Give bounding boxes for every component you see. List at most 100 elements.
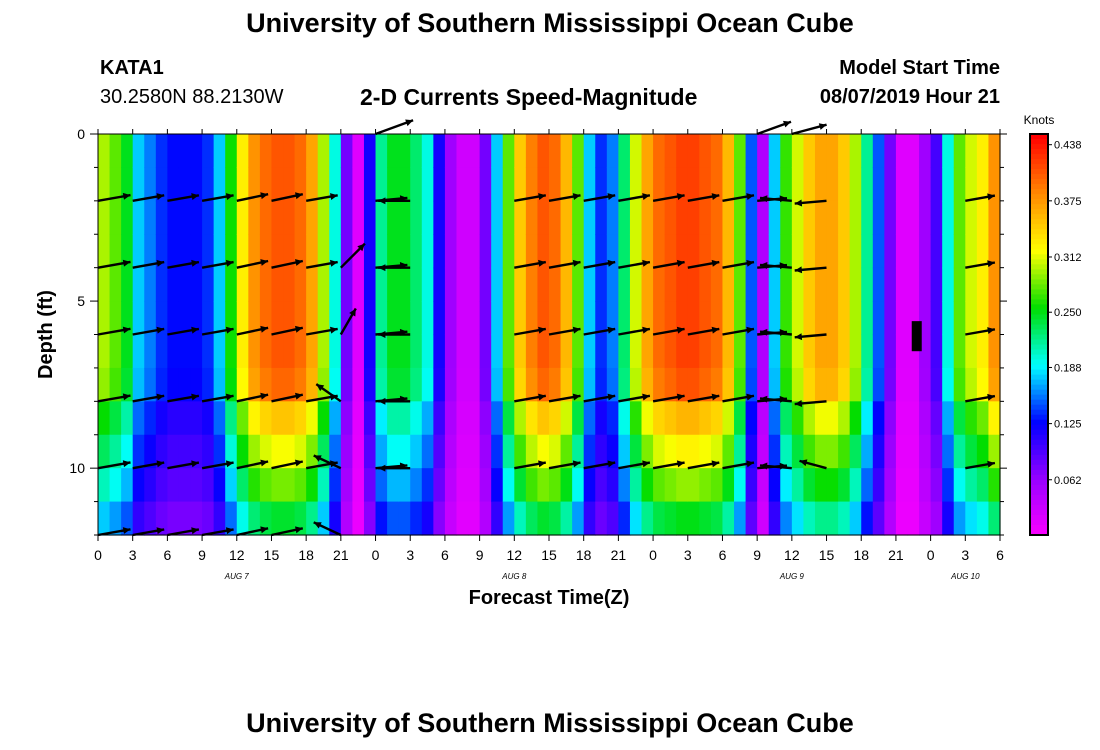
- heatmap-cell: [572, 301, 585, 336]
- heatmap-cell: [595, 167, 608, 202]
- heatmap-cell: [98, 267, 111, 302]
- heatmap-cell: [387, 301, 400, 336]
- heatmap-cell: [664, 468, 677, 503]
- heatmap-cell: [872, 334, 885, 369]
- heatmap-cell: [953, 134, 966, 169]
- heatmap-cell: [456, 200, 469, 235]
- current-vector: [759, 395, 792, 403]
- heatmap-cell: [283, 501, 296, 536]
- current-vector: [687, 259, 720, 269]
- current-vector: [132, 393, 165, 403]
- heatmap-cell: [930, 468, 943, 503]
- heatmap-cell: [780, 134, 793, 169]
- heatmap-cell: [144, 367, 157, 402]
- heatmap-cell: [884, 334, 897, 369]
- current-vector: [132, 527, 165, 537]
- heatmap-cell: [699, 200, 712, 235]
- heatmap-cell: [525, 234, 539, 269]
- x-tick-label: 9: [476, 547, 484, 563]
- heatmap-cell: [178, 501, 192, 536]
- heatmap-cell: [988, 200, 1001, 235]
- heatmap-cell: [387, 134, 400, 169]
- heatmap-cell: [363, 367, 377, 402]
- heatmap-cell: [155, 167, 168, 202]
- heatmap-cell: [178, 200, 192, 235]
- heatmap-cell: [213, 234, 226, 269]
- heatmap-cell: [433, 501, 446, 536]
- heatmap-cell: [525, 167, 539, 202]
- heatmap-cell: [907, 267, 920, 302]
- heatmap-cell: [433, 401, 446, 436]
- current-vector: [97, 326, 131, 336]
- colorbar-swatch: [1030, 289, 1048, 295]
- heatmap-cell: [803, 267, 816, 302]
- heatmap-cell: [167, 434, 180, 469]
- heatmap-cell: [734, 401, 747, 436]
- heatmap-cell: [965, 501, 978, 536]
- heatmap-cell: [190, 367, 203, 402]
- heatmap-cell: [907, 167, 920, 202]
- heatmap-cell: [953, 468, 966, 503]
- heatmap-cell: [537, 367, 550, 402]
- heatmap-cell: [202, 301, 215, 336]
- heatmap-cell: [121, 267, 134, 302]
- heatmap-cell: [410, 401, 423, 436]
- heatmap-cell: [641, 301, 654, 336]
- colorbar-swatch: [1030, 239, 1048, 245]
- heatmap-cell: [248, 167, 261, 202]
- x-tick-label: 6: [163, 547, 171, 563]
- heatmap-cell: [317, 200, 330, 235]
- heatmap-cell: [560, 200, 573, 235]
- heatmap-cell: [791, 167, 805, 202]
- current-vector: [236, 459, 269, 470]
- heatmap-cell: [595, 434, 608, 469]
- heatmap-cell: [306, 501, 319, 536]
- heatmap-cell: [803, 334, 816, 369]
- heatmap-cell: [155, 401, 168, 436]
- station-id: KATA1: [100, 57, 164, 79]
- heatmap-cell: [271, 234, 284, 269]
- heatmap-cell: [641, 401, 654, 436]
- current-vector: [799, 459, 827, 470]
- heatmap-cell: [456, 334, 469, 369]
- heatmap-cell: [549, 367, 562, 402]
- current-vector: [618, 460, 651, 470]
- heatmap-cell: [225, 334, 238, 369]
- heatmap-cell: [930, 234, 943, 269]
- heatmap-cell: [271, 501, 284, 536]
- heatmap-cell: [479, 468, 492, 503]
- current-vector: [794, 333, 827, 341]
- heatmap-cell: [953, 234, 966, 269]
- heatmap-cell: [907, 434, 920, 469]
- heatmap-cell: [953, 301, 966, 336]
- heatmap-cell: [202, 234, 215, 269]
- heatmap-cell: [491, 134, 504, 169]
- heatmap-cell: [109, 434, 122, 469]
- heatmap-cell: [398, 334, 411, 369]
- heatmap-cell: [722, 401, 735, 436]
- heatmap-cell: [491, 401, 504, 436]
- heatmap-cell: [872, 501, 885, 536]
- heatmap-cell: [398, 434, 411, 469]
- heatmap-cell: [549, 501, 562, 536]
- x-tick-label: 21: [333, 547, 349, 563]
- heatmap-cell: [294, 468, 307, 503]
- heatmap-cell: [294, 267, 307, 302]
- heatmap-cell: [444, 401, 458, 436]
- heatmap-cell: [849, 367, 862, 402]
- heatmap-cell: [352, 501, 365, 536]
- current-vector: [618, 193, 651, 202]
- colorbar-swatch: [1030, 269, 1048, 275]
- heatmap-cell: [560, 234, 573, 269]
- heatmap-cell: [213, 267, 226, 302]
- heatmap-cell: [849, 167, 862, 202]
- heatmap-cell: [410, 200, 423, 235]
- x-axis-label: Forecast Time(Z): [469, 587, 630, 609]
- page-title: University of Southern Mississippi Ocean…: [246, 8, 854, 38]
- current-vector: [548, 259, 581, 269]
- heatmap-cell: [699, 134, 712, 169]
- heatmap-cell: [953, 401, 966, 436]
- heatmap-cell: [919, 267, 932, 302]
- heatmap-cell: [803, 134, 816, 169]
- heatmap-cell: [907, 401, 920, 436]
